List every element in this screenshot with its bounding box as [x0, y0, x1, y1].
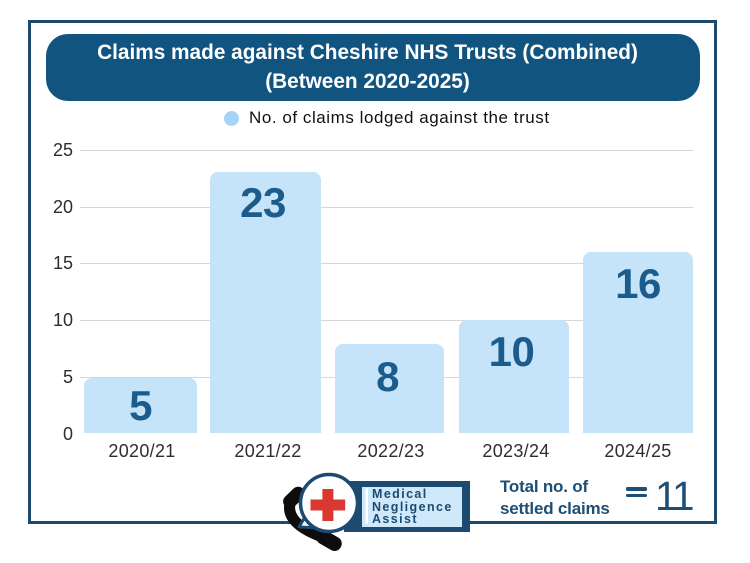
svg-text:Negligence: Negligence: [372, 500, 453, 514]
svg-text:Medical: Medical: [372, 487, 428, 501]
svg-text:Assist: Assist: [372, 512, 418, 526]
